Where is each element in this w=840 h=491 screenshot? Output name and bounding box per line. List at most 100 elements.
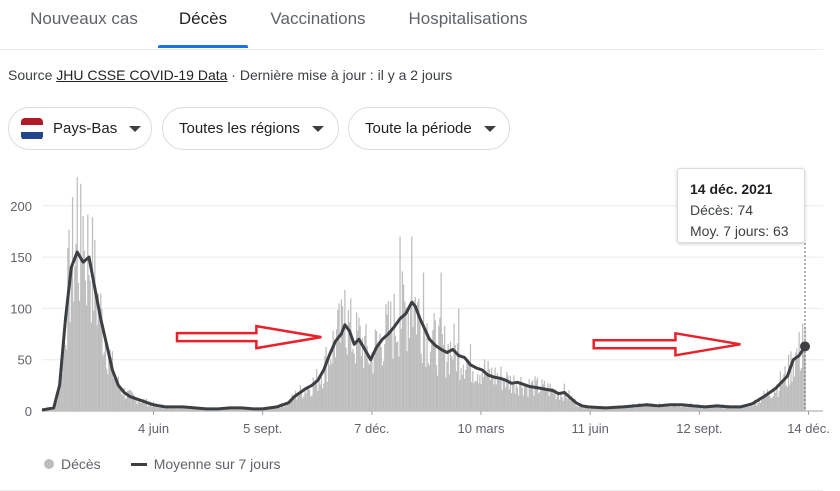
legend-bars-label: Décès: [61, 456, 101, 472]
daily-death-bar: [57, 389, 60, 411]
region-dropdown[interactable]: Toutes les régions: [162, 107, 339, 150]
daily-death-bar: [661, 405, 663, 411]
daily-death-bar: [501, 390, 503, 411]
daily-death-bar: [182, 406, 184, 411]
source-link[interactable]: JHU CSSE COVID-19 Data: [56, 67, 228, 83]
x-tick-label: 5 sept.: [243, 421, 282, 436]
tab-vaccinations[interactable]: Vaccinations: [270, 9, 366, 28]
daily-death-bar: [503, 381, 506, 411]
daily-death-bar: [580, 403, 582, 411]
daily-death-bar: [397, 341, 399, 411]
tab-bar: Nouveaux cas Décès Vaccinations Hospital…: [0, 0, 823, 50]
x-tick-label: 14 déc.: [787, 421, 830, 436]
daily-death-bar: [195, 409, 197, 411]
daily-death-bar: [532, 380, 534, 411]
daily-death-bar: [360, 355, 362, 411]
daily-death-bar: [91, 217, 94, 411]
daily-death-bar: [548, 395, 550, 411]
daily-death-bar: [331, 363, 333, 411]
daily-death-bar: [689, 403, 691, 411]
daily-death-bar: [137, 401, 139, 411]
tab-hospitalisations[interactable]: Hospitalisations: [408, 9, 528, 28]
tab-deaths[interactable]: Décès: [178, 9, 228, 28]
tab-new-cases[interactable]: Nouveaux cas: [30, 9, 138, 28]
daily-death-bar: [795, 352, 797, 411]
deaths-chart[interactable]: 0 50 100 150 200 4 juin 5 sept. 7 déc. 10 mars 11…: [0, 155, 840, 445]
hover-point: [800, 341, 810, 352]
daily-death-bar: [284, 404, 286, 411]
daily-death-bar: [596, 407, 598, 411]
caret-down-icon: [483, 125, 496, 132]
daily-death-bar: [561, 396, 563, 411]
daily-death-bar: [616, 406, 618, 411]
daily-death-bar: [348, 322, 351, 411]
daily-death-bar: [194, 408, 196, 411]
daily-death-bar: [452, 359, 454, 411]
daily-death-bar: [404, 301, 406, 411]
daily-death-bar: [559, 399, 561, 411]
daily-death-bar: [467, 359, 469, 411]
daily-death-bar: [147, 406, 149, 411]
daily-death-bar: [181, 408, 183, 411]
daily-death-bar: [100, 293, 102, 411]
daily-death-bar: [399, 236, 401, 411]
daily-death-bar: [352, 349, 354, 411]
daily-death-bar: [634, 408, 636, 411]
daily-death-bar: [81, 264, 83, 411]
daily-death-bar: [650, 403, 652, 411]
daily-death-bar: [365, 323, 367, 411]
daily-death-bar: [660, 407, 662, 411]
daily-death-bar: [485, 373, 487, 411]
daily-death-bar: [770, 398, 772, 411]
daily-death-bar: [433, 313, 435, 411]
daily-death-bar: [468, 360, 470, 411]
daily-death-bar: [334, 357, 337, 411]
daily-death-bar: [186, 408, 189, 411]
daily-death-bar: [338, 303, 340, 411]
period-dropdown[interactable]: Toute la période: [348, 107, 510, 150]
daily-death-bar: [723, 408, 725, 411]
daily-death-bar: [574, 398, 576, 411]
daily-death-bar: [432, 330, 434, 411]
daily-death-bar: [337, 309, 339, 411]
daily-death-bar: [127, 390, 129, 411]
daily-death-bar: [699, 406, 702, 411]
daily-death-bar: [304, 389, 306, 411]
daily-death-bar: [164, 408, 166, 411]
daily-death-bar: [593, 406, 595, 411]
daily-death-bar: [69, 322, 71, 411]
daily-death-bar: [190, 408, 192, 411]
daily-death-bar: [695, 407, 697, 411]
daily-death-bar: [512, 383, 514, 411]
daily-death-bar: [569, 400, 571, 411]
daily-death-bar: [299, 385, 301, 411]
daily-death-bar: [796, 348, 798, 411]
daily-death-bar: [282, 404, 284, 411]
daily-death-bar: [283, 407, 285, 411]
daily-death-bar: [66, 349, 68, 411]
daily-death-bar: [286, 401, 288, 411]
daily-death-bar: [508, 389, 510, 411]
daily-death-bar: [141, 401, 143, 411]
daily-death-bar: [575, 405, 577, 411]
country-dropdown[interactable]: Pays-Bas: [8, 107, 152, 150]
daily-death-bar: [535, 380, 537, 411]
caret-down-icon: [311, 125, 324, 132]
red-arrow-annotation: [592, 331, 741, 357]
daily-death-bar: [719, 405, 722, 411]
daily-death-bar: [340, 299, 342, 411]
daily-death-bar: [637, 403, 639, 411]
daily-death-bar: [529, 387, 531, 411]
daily-death-bar: [427, 363, 429, 411]
daily-death-bar: [521, 387, 523, 411]
source-prefix: Source: [8, 67, 57, 83]
daily-death-bar: [697, 406, 699, 411]
daily-death-bar: [803, 351, 805, 411]
daily-death-bar: [424, 330, 426, 411]
daily-death-bar: [197, 409, 199, 411]
daily-death-bar: [436, 375, 439, 411]
daily-death-bar: [184, 407, 186, 411]
daily-death-bar: [267, 408, 270, 411]
daily-death-bar: [655, 405, 657, 411]
daily-death-bar: [683, 404, 685, 411]
